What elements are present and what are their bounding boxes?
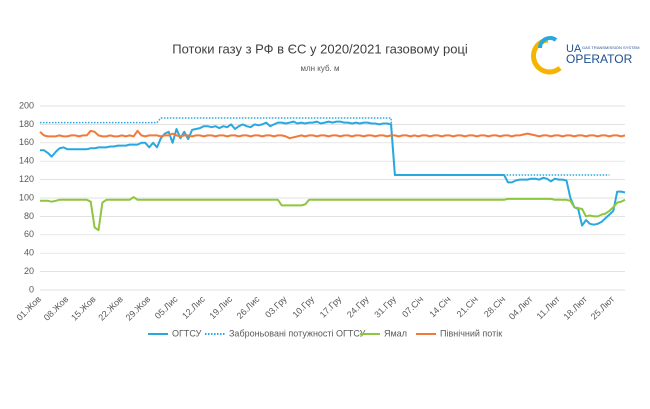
- logo-tagline: GAS TRANSMISSION SYSTEM: [582, 45, 640, 50]
- x-tick-label: 12.Лис: [180, 294, 207, 321]
- logo-ring: [531, 37, 562, 75]
- y-tick-label: 80: [24, 211, 34, 221]
- legend-label: Північний потік: [440, 328, 502, 338]
- legend-label: Заброньовані потужності ОГТСУ: [229, 328, 366, 338]
- y-tick-label: 40: [24, 248, 34, 258]
- x-tick-label: 18.Лют: [561, 294, 589, 322]
- y-tick-label: 60: [24, 229, 34, 239]
- x-tick-label: 03.Гру: [263, 294, 289, 320]
- x-tick-label: 24.Гру: [345, 294, 371, 320]
- series-line: [40, 196, 626, 232]
- y-tick-label: 140: [19, 156, 34, 166]
- x-tick-label: 26.Лис: [235, 294, 262, 321]
- x-tick-label: 17.Гру: [318, 294, 344, 320]
- y-tick-label: 200: [19, 100, 34, 110]
- y-tick-label: 0: [29, 284, 34, 294]
- legend-label: Ямал: [384, 328, 407, 338]
- x-tick-label: 19.Лис: [207, 294, 234, 321]
- x-tick-label: 05.Лис: [153, 294, 180, 321]
- logo-ring: [538, 36, 558, 49]
- logo-name: OPERATOR: [566, 52, 633, 66]
- x-tick-label: 22.Жов: [96, 294, 125, 323]
- x-tick-label: 29.Жов: [124, 294, 153, 323]
- x-tick-label: 01.Жов: [14, 294, 43, 323]
- chart-subtitle: млн куб. м: [300, 64, 339, 73]
- y-tick-label: 100: [19, 192, 34, 202]
- x-tick-label: 11.Лют: [535, 294, 562, 321]
- logo-mark: UA: [566, 43, 582, 55]
- y-tick-label: 20: [24, 266, 34, 276]
- y-tick-label: 180: [19, 119, 34, 129]
- series-line: [39, 129, 626, 140]
- x-tick-label: 28.Січ: [482, 294, 507, 319]
- x-tick-label: 14.Січ: [427, 294, 452, 319]
- y-tick-label: 160: [19, 137, 34, 147]
- series-line: [40, 120, 626, 227]
- x-tick-label: 31.Гру: [372, 294, 398, 320]
- x-tick-label: 15.Жов: [69, 294, 98, 323]
- x-tick-label: 08.Жов: [42, 294, 71, 323]
- chart-title: Потоки газу з РФ в ЄС у 2020/2021 газово…: [172, 41, 468, 56]
- y-tick-label: 120: [19, 174, 34, 184]
- x-tick-label: 25.Лют: [589, 294, 617, 322]
- x-tick-label: 04.Лют: [507, 294, 535, 322]
- x-tick-label: 10.Гру: [290, 294, 316, 320]
- legend-label: ОГТСУ: [172, 328, 202, 338]
- logo: UA GAS TRANSMISSION SYSTEM OPERATOR: [531, 36, 640, 75]
- x-tick-label: 21.Січ: [455, 294, 480, 319]
- x-tick-label: 07.Січ: [400, 294, 425, 319]
